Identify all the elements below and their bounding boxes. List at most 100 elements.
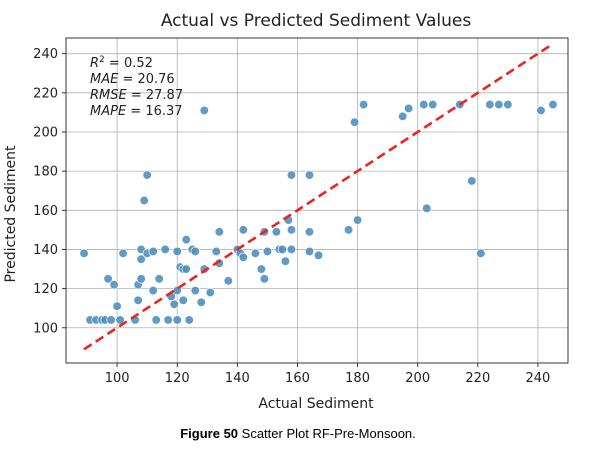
metric-rmse: RMSE = 27.87	[90, 88, 183, 103]
data-point	[148, 246, 158, 257]
metric-superscript: 2	[99, 55, 105, 65]
y-tick-label: 240	[33, 47, 58, 62]
data-point	[485, 99, 495, 110]
data-point	[181, 264, 191, 274]
data-point	[154, 274, 164, 284]
data-point	[190, 246, 200, 257]
data-point	[142, 170, 152, 180]
y-tick-label: 180	[33, 165, 58, 180]
data-point	[115, 315, 125, 325]
y-tick-label: 140	[33, 243, 58, 258]
data-point	[211, 246, 221, 257]
x-tick-label: 220	[465, 371, 490, 386]
data-point	[238, 225, 249, 235]
data-point	[503, 99, 513, 110]
data-point	[178, 295, 188, 305]
y-tick-label: 120	[33, 282, 58, 297]
x-tick-label: 120	[165, 371, 190, 386]
data-point	[139, 195, 149, 206]
data-point	[286, 170, 297, 180]
metric-value: = 27.87	[127, 88, 183, 103]
metric-value: = 16.37	[126, 104, 182, 119]
data-point	[109, 280, 119, 290]
caption-text: Scatter Plot RF-Pre-Monsoon.	[238, 426, 416, 441]
data-point	[277, 244, 288, 255]
data-point	[467, 176, 477, 186]
x-axis-ticks: 100 120 140 160 180 200 220 240	[105, 363, 551, 386]
metric-name: R	[90, 56, 99, 71]
x-tick-label: 240	[526, 371, 551, 386]
data-point	[271, 227, 282, 237]
data-point	[548, 99, 558, 110]
y-axis-ticks: 100 120 140 160 180 200 220 240	[33, 47, 66, 336]
x-tick-label: 100	[105, 371, 130, 386]
data-point	[199, 105, 209, 116]
x-tick-label: 140	[225, 371, 250, 386]
scatter-chart: Actual vs Predicted Sediment Values 100 1…	[3, 11, 569, 412]
chart-title: Actual vs Predicted Sediment Values	[161, 11, 472, 31]
metric-value: = 20.76	[118, 72, 174, 87]
x-tick-label: 200	[405, 371, 430, 386]
data-point	[133, 295, 143, 305]
plot-frame	[65, 37, 569, 364]
data-point	[160, 244, 170, 255]
x-tick-label: 160	[285, 371, 310, 386]
metric-mae: MAE = 20.76	[90, 72, 175, 87]
data-point	[398, 111, 408, 121]
data-point	[419, 99, 429, 110]
data-point	[181, 235, 191, 245]
data-point	[280, 256, 291, 266]
data-point	[250, 248, 261, 259]
data-point	[286, 225, 297, 235]
metric-mape: MAPE = 16.37	[90, 104, 183, 119]
data-point	[172, 246, 182, 257]
data-point	[148, 285, 158, 296]
data-point	[262, 246, 273, 257]
data-point	[256, 264, 267, 274]
figure-caption: Figure 50 Scatter Plot RF-Pre-Monsoon.	[0, 426, 596, 441]
data-point	[422, 203, 432, 213]
data-point	[286, 244, 297, 255]
data-point	[304, 227, 315, 237]
data-point	[304, 170, 315, 180]
data-point	[106, 315, 116, 325]
y-tick-label: 100	[33, 321, 58, 336]
data-point	[103, 274, 113, 284]
data-point	[196, 297, 206, 307]
caption-label: Figure 50	[180, 426, 239, 441]
data-point	[172, 315, 182, 325]
data-point	[494, 99, 504, 110]
y-tick-label: 220	[33, 86, 58, 101]
data-points	[79, 99, 558, 325]
data-point	[136, 274, 146, 284]
data-point	[163, 315, 173, 325]
data-point	[190, 285, 200, 296]
reference-line	[83, 42, 554, 351]
data-point	[352, 215, 363, 225]
data-point	[151, 315, 161, 325]
y-tick-label: 160	[33, 204, 58, 219]
x-axis-label: Actual Sediment	[258, 396, 374, 412]
metric-name: MAPE	[90, 104, 127, 119]
data-point	[358, 99, 369, 110]
data-point	[79, 248, 89, 259]
data-point	[112, 301, 122, 311]
data-point	[343, 225, 354, 235]
metric-name: RMSE	[90, 88, 128, 103]
data-point	[428, 99, 438, 110]
metric-name: MAE	[90, 72, 119, 87]
data-point	[118, 248, 128, 259]
data-point	[169, 299, 179, 309]
data-point	[238, 252, 249, 262]
metric-value: = 0.52	[105, 56, 153, 71]
data-point	[404, 103, 414, 114]
y-axis-label: Predicted Sediment	[3, 145, 19, 283]
data-point	[313, 250, 324, 260]
metric-r: R2 = 0.52	[90, 55, 153, 71]
data-point	[184, 315, 194, 325]
y-tick-label: 200	[33, 125, 58, 140]
data-point	[536, 105, 546, 116]
data-point	[476, 248, 486, 259]
data-point	[223, 276, 233, 286]
